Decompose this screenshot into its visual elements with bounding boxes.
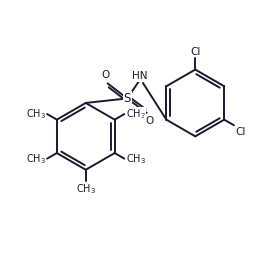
Text: O: O	[101, 70, 110, 80]
Text: O: O	[145, 116, 153, 126]
Text: CH$_3$: CH$_3$	[76, 182, 96, 196]
Text: HN: HN	[132, 71, 147, 81]
Text: S: S	[123, 92, 131, 105]
Text: CH$_3$: CH$_3$	[26, 107, 46, 121]
Text: Cl: Cl	[236, 127, 246, 137]
Text: CH$_3$: CH$_3$	[26, 152, 46, 166]
Text: CH$_3$: CH$_3$	[126, 152, 146, 166]
Text: CH$_3$: CH$_3$	[126, 107, 146, 121]
Text: Cl: Cl	[190, 47, 200, 57]
